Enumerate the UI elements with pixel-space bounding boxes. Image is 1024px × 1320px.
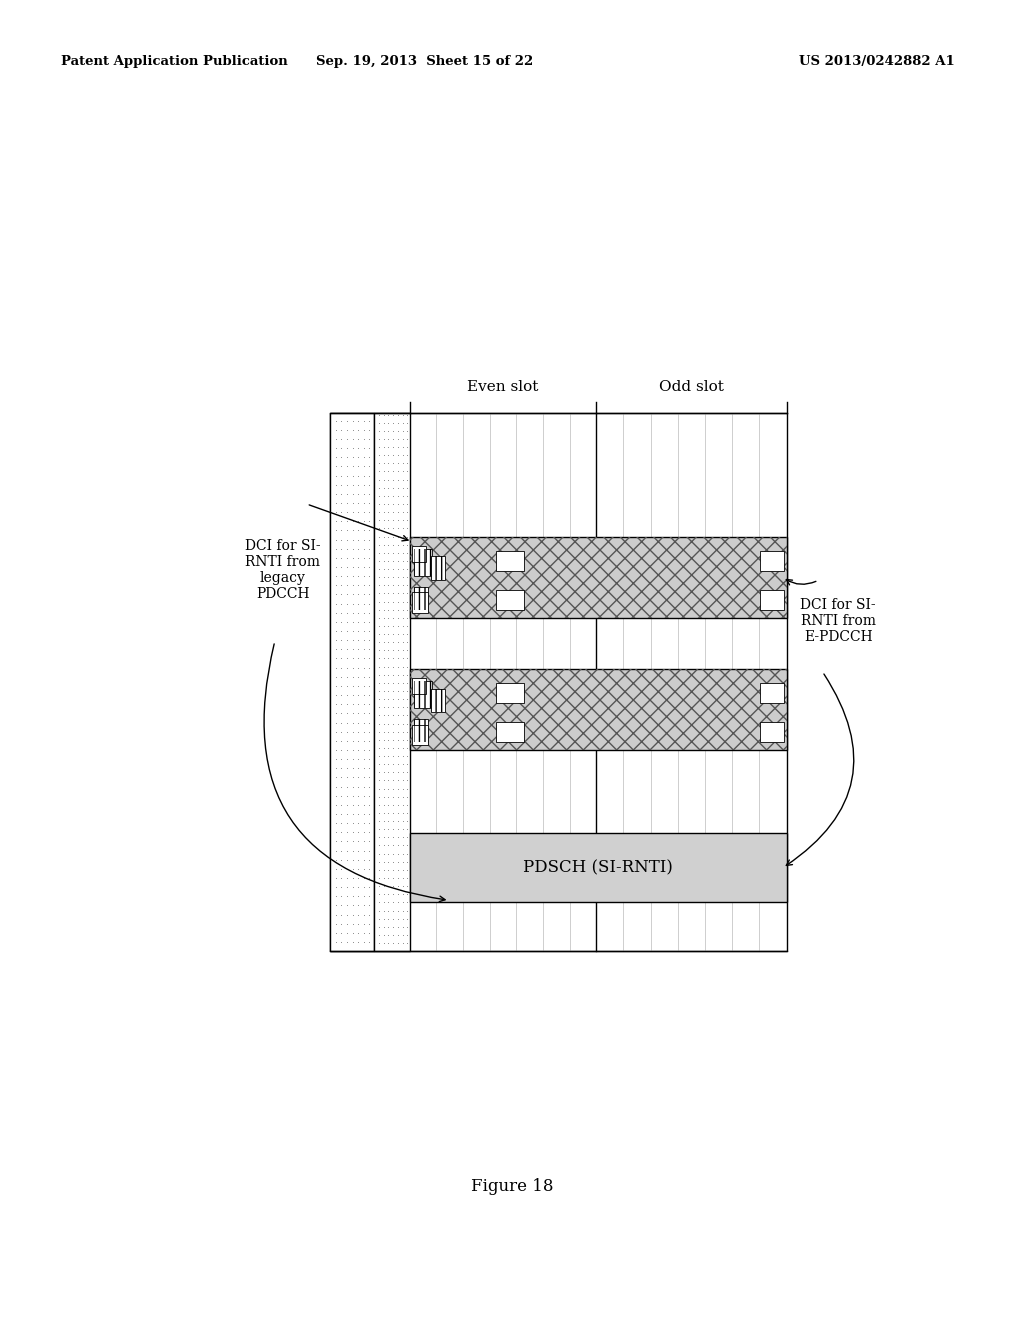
Bar	[414, 586, 428, 610]
Text: US 2013/0242882 A1: US 2013/0242882 A1	[799, 55, 954, 69]
Bar	[414, 681, 431, 708]
Bar	[761, 590, 784, 610]
Bar	[412, 725, 428, 744]
Bar	[496, 684, 524, 702]
Bar	[431, 557, 445, 579]
Bar	[331, 412, 786, 952]
Bar	[431, 689, 445, 711]
Bar	[496, 722, 524, 742]
Bar	[496, 722, 524, 742]
Bar	[414, 718, 428, 742]
Bar	[331, 412, 374, 952]
Bar	[414, 549, 431, 576]
Bar	[761, 722, 784, 742]
Bar	[414, 586, 428, 610]
Bar	[412, 545, 426, 561]
Bar	[414, 681, 431, 708]
Bar	[496, 590, 524, 610]
Bar	[410, 669, 786, 750]
Bar	[761, 684, 784, 702]
Bar	[410, 669, 786, 750]
Bar	[412, 677, 426, 694]
Text: Odd slot: Odd slot	[659, 380, 724, 395]
Text: PDSCH (SI-RNTI): PDSCH (SI-RNTI)	[523, 859, 673, 876]
Text: DCI for SI-
RNTI from
legacy
PDCCH: DCI for SI- RNTI from legacy PDCCH	[245, 539, 321, 602]
Bar	[496, 552, 524, 570]
Bar	[431, 557, 445, 579]
Bar	[761, 552, 784, 570]
Text: Patent Application Publication: Patent Application Publication	[61, 55, 288, 69]
Text: DCI for SI-
RNTI from
E-PDCCH: DCI for SI- RNTI from E-PDCCH	[801, 598, 877, 644]
Bar	[410, 536, 786, 618]
Bar	[412, 593, 428, 612]
Text: Even slot: Even slot	[467, 380, 539, 395]
Bar	[496, 684, 524, 702]
Bar	[412, 545, 426, 561]
Text: Figure 18: Figure 18	[471, 1177, 553, 1195]
Bar	[412, 677, 426, 694]
Bar	[374, 412, 410, 952]
Bar	[761, 684, 784, 702]
Bar	[761, 552, 784, 570]
Bar	[412, 725, 428, 744]
Bar	[761, 590, 784, 610]
Bar	[496, 590, 524, 610]
Bar	[414, 718, 428, 742]
Bar	[410, 536, 786, 618]
Bar	[414, 549, 431, 576]
Bar	[431, 689, 445, 711]
Bar	[496, 552, 524, 570]
Bar	[412, 593, 428, 612]
Bar	[410, 833, 786, 903]
Text: Sep. 19, 2013  Sheet 15 of 22: Sep. 19, 2013 Sheet 15 of 22	[316, 55, 534, 69]
Bar	[761, 722, 784, 742]
